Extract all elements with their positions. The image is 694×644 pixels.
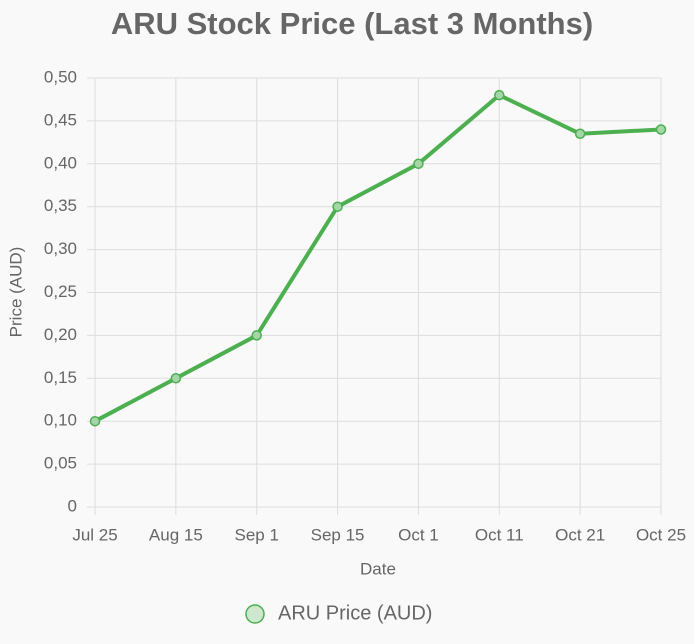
point <box>251 330 262 341</box>
y-tick-label: 0,30 <box>44 239 77 258</box>
x-tick-label: Oct 21 <box>555 525 605 544</box>
point <box>413 158 424 170</box>
y-tick-label: 0,25 <box>44 282 77 301</box>
legend-marker <box>245 604 265 624</box>
y-tick-label: 0,50 <box>44 67 77 86</box>
y-tick-label: 0,45 <box>44 110 77 129</box>
chart-title: ARU Stock Price (Last 3 Months) <box>111 6 593 41</box>
y-tick-label: 0,15 <box>44 368 77 387</box>
x-tick-label: Sep 15 <box>311 525 365 544</box>
y-tick-label: 0,10 <box>44 411 77 430</box>
x-tick-label: Sep 1 <box>234 525 278 544</box>
line <box>94 93 662 423</box>
y-tick-label: 0,20 <box>44 325 77 344</box>
y-axis-label: Price (AUD) <box>6 247 25 338</box>
x-tick-label: Oct 1 <box>398 525 439 544</box>
point <box>332 201 343 212</box>
legend-label: ARU Price (AUD) <box>278 602 432 624</box>
point <box>655 124 667 135</box>
y-tick-label: 0,35 <box>44 196 77 215</box>
y-tick-label: 0,05 <box>44 454 77 473</box>
y-tick-label: 0,40 <box>44 153 77 172</box>
x-tick-label: Jul 25 <box>72 525 117 544</box>
point <box>89 415 101 427</box>
x-tick-label: Oct 11 <box>475 525 524 544</box>
x-tick-label: Aug 15 <box>149 525 203 544</box>
y-tick-label: 0 <box>68 496 77 515</box>
x-tick-label: Oct 25 <box>636 525 686 544</box>
point <box>170 373 182 384</box>
point <box>494 89 505 101</box>
x-axis-label: Date <box>360 559 396 578</box>
point <box>574 128 586 140</box>
